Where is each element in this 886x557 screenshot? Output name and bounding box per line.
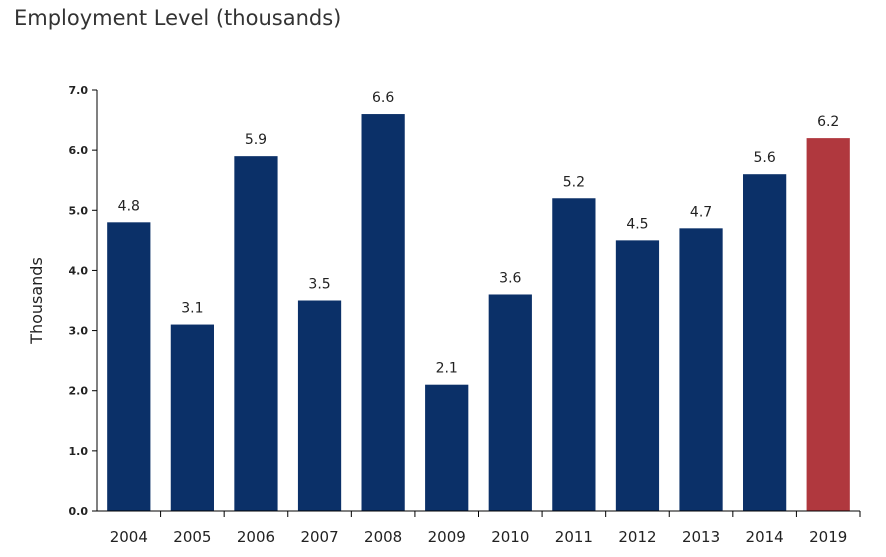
y-axis-title: Thousands <box>27 257 46 345</box>
x-tick-label: 2004 <box>110 528 148 546</box>
bar <box>297 300 342 511</box>
bar <box>170 324 214 511</box>
bar <box>615 240 660 511</box>
x-tick-label: 2014 <box>746 528 784 546</box>
data-label: 6.6 <box>372 90 394 106</box>
bar <box>425 384 469 511</box>
x-tick-label: 2011 <box>555 528 593 546</box>
data-label: 5.2 <box>563 174 585 190</box>
chart-title: Employment Level (thousands) <box>14 6 342 30</box>
y-tick-label: 7.0 <box>69 84 89 97</box>
y-tick-label: 1.0 <box>69 445 89 458</box>
data-label: 2.1 <box>436 361 458 377</box>
data-label: 4.7 <box>690 204 712 220</box>
bar <box>361 114 405 512</box>
x-tick-label: 2010 <box>491 528 529 546</box>
bar <box>679 228 723 512</box>
y-tick-label: 5.0 <box>69 204 89 217</box>
data-label: 5.6 <box>753 150 775 166</box>
x-tick-label: 2007 <box>300 528 338 546</box>
y-tick-label: 6.0 <box>69 144 89 157</box>
bar <box>107 222 151 512</box>
x-tick-label: 2019 <box>809 528 847 546</box>
y-tick-label: 4.0 <box>69 264 89 277</box>
bar <box>234 156 278 511</box>
x-tick-label: 2013 <box>682 528 720 546</box>
data-label: 3.6 <box>499 270 521 286</box>
x-tick-label: 2006 <box>237 528 275 546</box>
bar <box>806 138 850 511</box>
data-label: 3.5 <box>308 277 330 293</box>
y-tick-label: 3.0 <box>69 325 89 338</box>
data-label: 5.9 <box>245 132 267 148</box>
data-label: 6.2 <box>817 114 839 130</box>
bar <box>552 198 596 511</box>
data-label: 4.5 <box>626 216 648 232</box>
x-tick-label: 2012 <box>618 528 656 546</box>
y-tick-label: 0.0 <box>69 505 89 518</box>
bar <box>743 174 787 511</box>
data-label: 3.1 <box>181 301 203 317</box>
bar <box>488 294 532 511</box>
x-tick-label: 2005 <box>173 528 211 546</box>
data-label: 4.8 <box>118 198 140 214</box>
y-tick-label: 2.0 <box>69 385 89 398</box>
x-tick-label: 2009 <box>428 528 466 546</box>
x-tick-label: 2008 <box>364 528 402 546</box>
